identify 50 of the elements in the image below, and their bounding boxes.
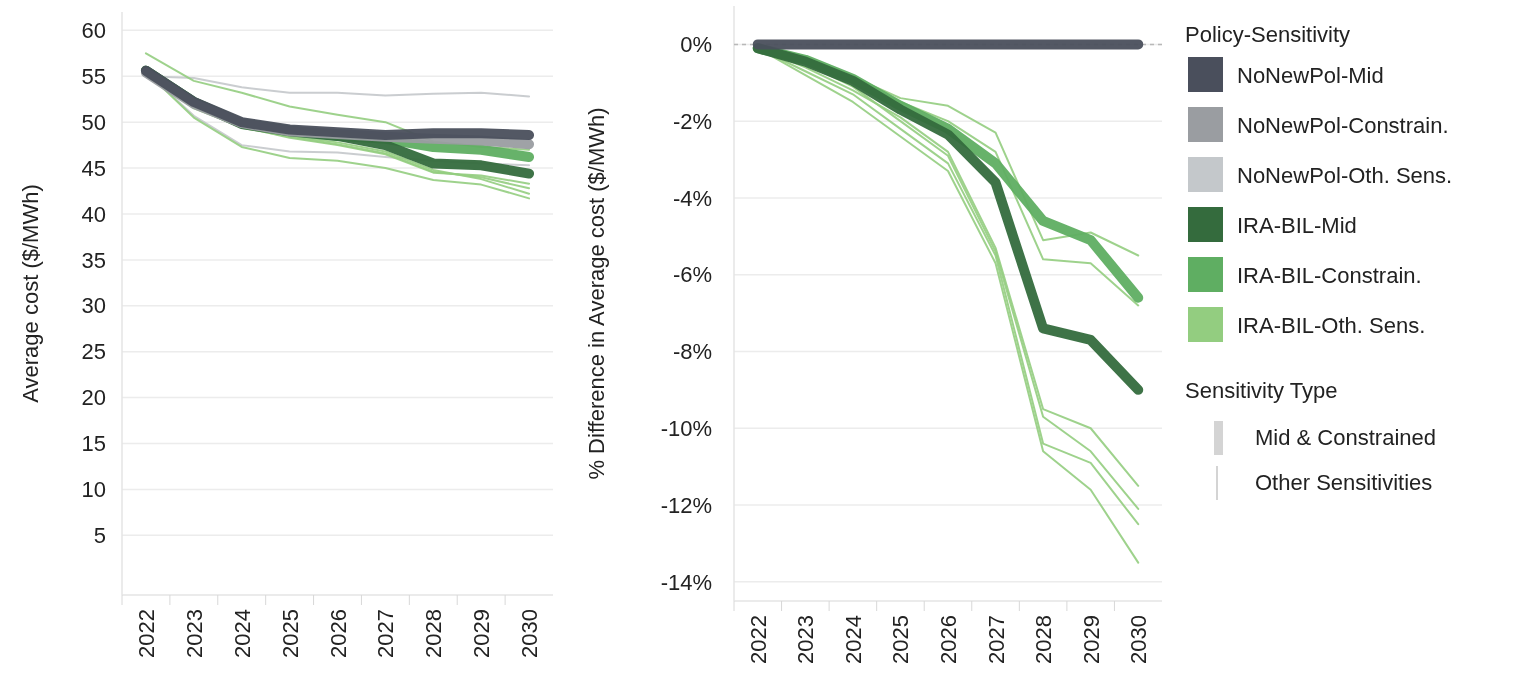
legend-label: IRA-BIL-Constrain. — [1237, 262, 1422, 288]
x-tick-label: 2028 — [421, 609, 447, 658]
x-tick-label: 2030 — [517, 609, 543, 658]
legend-title: Policy-Sensitivity — [1185, 22, 1351, 47]
y-tick-label: 5 — [93, 523, 106, 549]
x-tick-label: 2024 — [229, 609, 255, 658]
y-tick-label: 10 — [81, 477, 106, 503]
legend-label: NoNewPol-Oth. Sens. — [1237, 162, 1453, 188]
y-tick-label: -2% — [672, 108, 712, 134]
legend-label: NoNewPol-Mid — [1237, 62, 1384, 88]
text: Mid & Constrained — [1255, 425, 1436, 451]
x-tick-label: 2030 — [1126, 615, 1152, 664]
x-tick-label: 2022 — [133, 609, 159, 658]
y-tick-label: 20 — [81, 385, 106, 411]
legend-label: IRA-BIL-Mid — [1237, 212, 1357, 238]
x-tick-label: 2028 — [1031, 615, 1057, 664]
x-tick-label: 2026 — [325, 609, 351, 658]
legend-label: IRA-BIL-Oth. Sens. — [1237, 312, 1426, 338]
x-tick-label: 2022 — [745, 615, 771, 664]
y-axis-title: Average cost ($/MWh) — [18, 184, 43, 403]
y-tick-label: 55 — [81, 63, 106, 89]
y-tick-label: 50 — [81, 109, 106, 135]
y-tick-label: -14% — [660, 569, 712, 595]
x-tick-label: 2027 — [983, 615, 1009, 664]
y-tick-label: 45 — [81, 155, 106, 181]
y-tick-label: -4% — [672, 185, 712, 211]
y-tick-label: -8% — [672, 339, 712, 365]
y-tick-label: -12% — [660, 492, 712, 518]
legend-label: NoNewPol-Constrain. — [1237, 112, 1449, 138]
text: Other Sensitivities — [1255, 470, 1433, 496]
text: Sensitivity Type — [1185, 378, 1338, 403]
y-tick-label: 0% — [680, 32, 712, 58]
x-tick-label: 2027 — [373, 609, 399, 658]
x-tick-label: 2024 — [840, 615, 866, 664]
y-tick-label: 15 — [81, 431, 106, 457]
y-tick-label: -10% — [660, 415, 712, 441]
x-tick-label: 2023 — [793, 615, 819, 664]
x-tick-label: 2029 — [1078, 615, 1104, 664]
y-axis-title: % Difference in Average cost ($/MWh) — [584, 107, 609, 480]
x-tick-label: 2025 — [277, 609, 303, 658]
y-tick-label: -6% — [672, 262, 712, 288]
y-tick-label: 40 — [81, 201, 106, 227]
y-tick-label: 60 — [81, 18, 106, 44]
y-tick-label: 25 — [81, 339, 106, 365]
x-tick-label: 2023 — [181, 609, 207, 658]
x-tick-label: 2026 — [936, 615, 961, 664]
y-tick-label: 35 — [81, 247, 106, 273]
y-tick-label: 30 — [81, 293, 106, 319]
x-tick-label: 2029 — [469, 609, 495, 658]
x-tick-label: 2025 — [888, 615, 914, 664]
